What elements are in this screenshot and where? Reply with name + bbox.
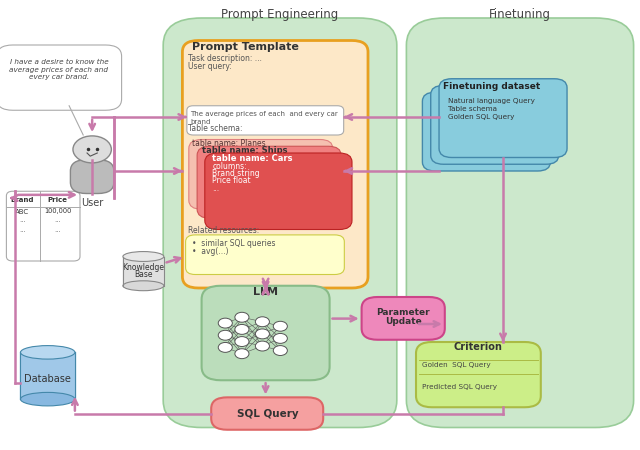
Text: Golden  SQL Query: Golden SQL Query [422,361,491,368]
Text: Table schema: Table schema [448,106,497,112]
FancyBboxPatch shape [197,146,341,218]
FancyBboxPatch shape [211,397,323,430]
FancyBboxPatch shape [202,286,330,380]
FancyBboxPatch shape [205,153,352,230]
Text: ...: ... [54,226,61,233]
Circle shape [235,312,249,322]
Circle shape [235,324,249,334]
Circle shape [235,337,249,347]
Text: •  avg(...): • avg(...) [192,248,228,256]
Text: I have a desire to know the: I have a desire to know the [10,59,108,65]
Text: Price: Price [47,197,68,203]
Circle shape [273,321,287,331]
Circle shape [273,346,287,356]
Text: Price float: Price float [212,176,251,185]
Text: every car brand.: every car brand. [29,74,89,81]
Ellipse shape [20,346,75,359]
Text: Golden SQL Query: Golden SQL Query [448,114,515,120]
Text: Parameter: Parameter [376,308,430,317]
Text: Finetuning: Finetuning [489,8,550,21]
Circle shape [218,318,232,328]
Text: table name: Planes: table name: Planes [192,140,266,148]
FancyBboxPatch shape [362,297,445,340]
Circle shape [218,342,232,352]
Circle shape [235,349,249,359]
FancyBboxPatch shape [163,18,397,427]
Text: Database: Database [24,374,71,384]
Text: Prompt Engineering: Prompt Engineering [221,8,339,21]
Text: ...: ... [54,217,61,224]
Text: Finetuning dataset: Finetuning dataset [443,82,540,91]
Text: LLM: LLM [253,287,278,297]
FancyBboxPatch shape [439,79,567,158]
Text: average prices of each and: average prices of each and [10,67,108,73]
Text: table name: Cars: table name: Cars [212,154,293,163]
Text: SQL Query: SQL Query [237,409,298,419]
Text: Related resources:: Related resources: [188,226,259,235]
Text: 100,000: 100,000 [44,208,71,215]
Text: Task description: ...: Task description: ... [188,54,261,63]
Circle shape [255,329,269,339]
FancyBboxPatch shape [182,40,368,288]
Text: User query:: User query: [188,62,232,71]
Circle shape [73,136,111,163]
Ellipse shape [123,281,164,291]
Text: columns:: columns: [212,162,247,171]
FancyBboxPatch shape [0,45,122,110]
Text: ...: ... [212,184,220,193]
Text: ...: ... [19,226,26,233]
Ellipse shape [123,252,164,261]
Text: Prompt Template: Prompt Template [192,42,299,52]
Text: Natural language Query: Natural language Query [448,98,535,104]
Text: Brand string: Brand string [212,169,260,178]
Text: Update: Update [385,317,422,326]
Text: Brand: Brand [11,197,34,203]
FancyBboxPatch shape [187,106,344,135]
Text: Table schema:: Table schema: [188,124,242,133]
FancyBboxPatch shape [189,140,333,209]
Circle shape [255,341,269,351]
Circle shape [218,330,232,340]
FancyBboxPatch shape [422,92,550,171]
FancyBboxPatch shape [186,235,344,274]
Text: Predicted SQL Query: Predicted SQL Query [422,384,497,390]
Text: Base: Base [134,270,152,279]
Text: Criterion: Criterion [454,342,502,352]
Ellipse shape [20,392,75,406]
Text: ...: ... [19,217,26,224]
Text: •  similar SQL queries: • similar SQL queries [192,238,275,248]
FancyBboxPatch shape [406,18,634,427]
FancyBboxPatch shape [6,191,80,261]
FancyBboxPatch shape [431,86,559,164]
Text: table name: Ships: table name: Ships [202,146,288,155]
Text: The average prices of each  and every car: The average prices of each and every car [190,111,338,117]
Text: Knowledge: Knowledge [122,263,164,272]
FancyBboxPatch shape [70,160,114,194]
Text: ABC: ABC [15,208,29,215]
Text: User: User [81,198,103,208]
Circle shape [273,333,287,343]
Circle shape [255,317,269,327]
Text: brand: brand [190,118,211,125]
FancyBboxPatch shape [416,342,541,407]
